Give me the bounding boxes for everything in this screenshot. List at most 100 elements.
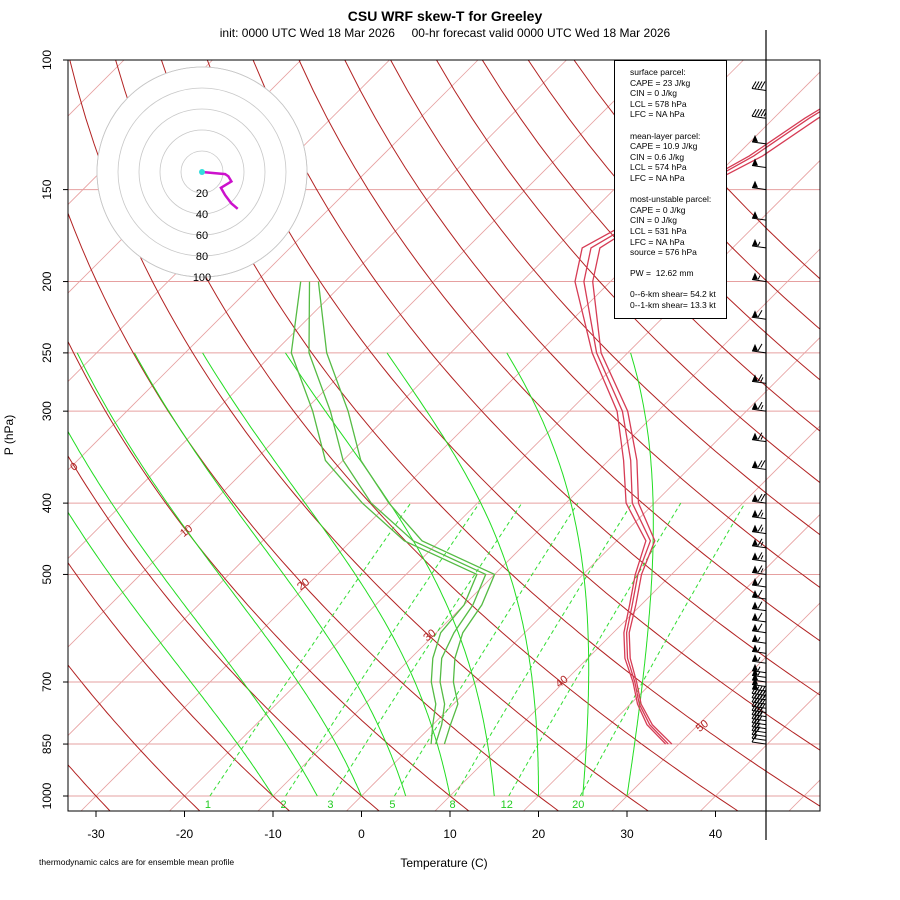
mixing-ratio-line	[331, 502, 523, 797]
moist-adiabat	[68, 430, 318, 797]
moist-adiabat	[202, 352, 451, 797]
isotherm	[611, 602, 820, 811]
surface-cin: CIN = 0 J/kg	[630, 88, 678, 99]
wind-flag	[757, 493, 763, 502]
wind-flag	[757, 623, 763, 631]
wind-flag	[760, 460, 766, 468]
wind-barb	[751, 679, 767, 683]
moist-adiabat	[68, 511, 274, 797]
pw-value: PW = 12.62 mm	[630, 268, 694, 279]
wind-pennant	[752, 238, 758, 246]
shear-0-1km: 0--1-km shear= 13.3 kt	[630, 300, 716, 311]
wind-barb	[751, 619, 767, 623]
wind-flag	[757, 577, 763, 586]
most-unstable-cin: CIN = 0 J/kg	[630, 215, 678, 226]
wind-barb	[751, 245, 767, 249]
dry-adiabat	[390, 60, 820, 536]
dry-adiabat	[68, 764, 111, 811]
dry-adiabat	[69, 60, 650, 811]
wind-pennant	[752, 460, 758, 468]
mixing-ratio-line	[454, 502, 633, 797]
hodograph-ring	[96, 66, 308, 278]
surface-lcl: LCL = 578 hPa	[630, 98, 687, 109]
sounding-profiles	[290, 108, 820, 745]
mixing-ratio-line	[579, 502, 746, 797]
wind-pennant	[752, 577, 758, 585]
dry-adiabat	[206, 60, 820, 751]
wind-pennant	[752, 374, 758, 382]
wind-flag	[760, 81, 766, 89]
wind-barb	[751, 408, 767, 412]
mixing-ratio-line	[393, 502, 579, 797]
wind-barb	[751, 584, 767, 588]
most-unstable-lfc: LFC = NA hPa	[630, 236, 685, 247]
hodograph-ring-label: 100	[193, 272, 211, 284]
mixing-ratio-line	[508, 502, 682, 797]
dry-adiabat-label: 30	[421, 627, 438, 644]
wind-pennant	[752, 310, 758, 318]
wind-flag	[760, 703, 766, 711]
wind-half-flag	[763, 112, 767, 117]
wind-pennant	[752, 634, 758, 642]
dry-adiabat	[344, 60, 820, 589]
wind-flag	[757, 565, 763, 573]
wind-barb	[751, 660, 767, 664]
isotherm	[168, 159, 820, 811]
dry-adiabat	[68, 455, 380, 811]
x-tick-label: 30	[620, 827, 634, 841]
surface-lfc: LFC = NA hPa	[630, 109, 685, 120]
wind-half-flag	[760, 435, 764, 440]
mixing-ratio-label: 12	[501, 799, 513, 811]
wind-barb	[751, 350, 767, 354]
dry-adiabat	[436, 60, 820, 484]
mean-layer-header: mean-layer parcel:	[630, 130, 701, 141]
wind-half-flag	[760, 541, 764, 547]
wind-barb	[751, 115, 767, 119]
shear-block: 0--6-km shear= 54.2 kt 0--1-km shear= 13…	[630, 289, 722, 310]
hodograph-origin	[199, 169, 205, 175]
wind-barb	[751, 670, 767, 674]
hodograph: 20 40 60 80 100	[96, 66, 308, 284]
most-unstable-parcel-block: most-unstable parcel: CAPE = 0 J/kg CIN …	[630, 194, 722, 258]
wind-barb	[751, 714, 767, 718]
y-tick-label: 150	[40, 179, 54, 199]
isotherm	[345, 336, 820, 811]
wind-pennant	[752, 538, 758, 546]
isotherm	[68, 60, 656, 648]
thermodynamic-info-box: surface parcel: CAPE = 23 J/kg CIN = 0 J…	[614, 60, 727, 319]
y-tick-label: 250	[40, 343, 54, 363]
wind-barbs	[751, 30, 767, 840]
wind-barb	[751, 697, 767, 701]
most-unstable-header: most-unstable parcel:	[630, 194, 712, 205]
hodograph-ring	[180, 150, 224, 194]
dewpoint-profile	[308, 281, 487, 745]
wind-pennant	[752, 663, 758, 671]
wind-barb	[751, 500, 767, 504]
wind-pennant	[752, 623, 758, 631]
wind-barb	[751, 596, 767, 600]
wind-barb	[751, 466, 767, 470]
precipitable-water: PW = 12.62 mm	[630, 268, 722, 279]
wind-barb	[751, 733, 767, 737]
wind-barb	[751, 737, 767, 741]
dry-adiabat	[68, 211, 560, 811]
wind-flag	[754, 109, 760, 117]
hodograph-ring-label: 40	[196, 209, 208, 221]
isotherm	[522, 513, 820, 811]
wind-barb	[751, 630, 767, 634]
mixing-ratio-label: 5	[389, 799, 395, 811]
dry-adiabat	[115, 60, 739, 811]
mean-layer-cape: CAPE = 10.9 J/kg	[630, 141, 698, 152]
dry-adiabat	[252, 60, 820, 696]
most-unstable-cape: CAPE = 0 J/kg	[630, 204, 686, 215]
wind-pennant	[752, 343, 758, 351]
wind-flag	[757, 601, 763, 609]
wind-half-flag	[760, 568, 764, 573]
wind-flag	[757, 612, 763, 621]
plot-frame	[67, 59, 821, 812]
wind-pennant	[752, 432, 758, 440]
wind-barb	[751, 688, 767, 692]
surface-parcel-header: surface parcel:	[630, 67, 686, 77]
wind-half-flag	[760, 527, 764, 532]
isotherm	[68, 60, 213, 206]
